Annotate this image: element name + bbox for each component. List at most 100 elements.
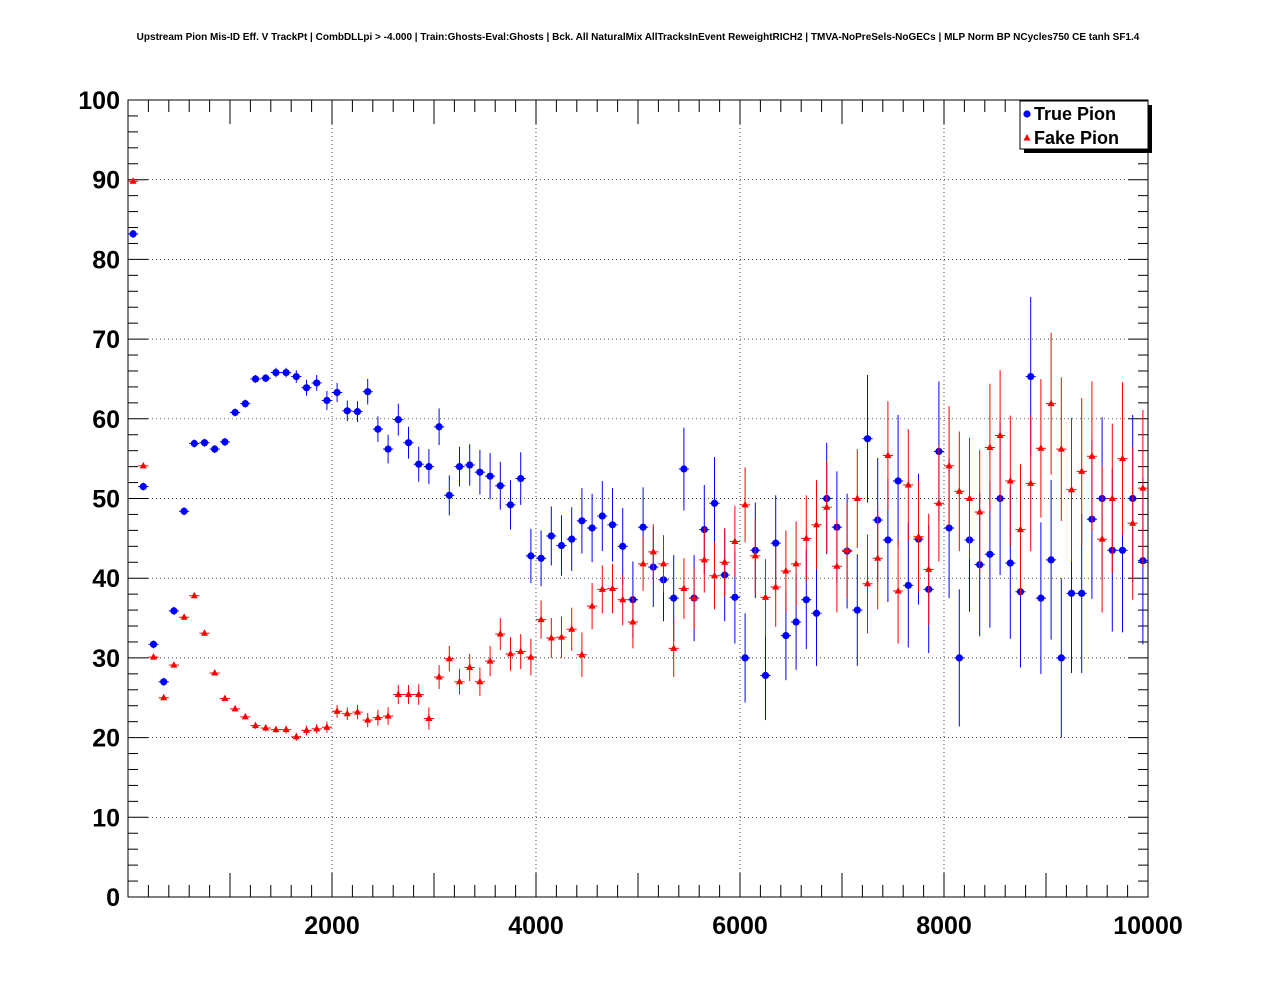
data-point [1037,594,1045,602]
data-point [772,539,780,547]
data-point [690,594,698,601]
data-point [150,653,157,660]
y-tick-label: 100 [78,87,120,115]
data-point [731,593,739,601]
legend-label: True Pion [1034,104,1116,124]
data-point [211,445,219,453]
x-tick-label: 10000 [1113,912,1183,940]
x-tick-label: 4000 [508,912,564,940]
data-point [445,491,453,499]
data-point [292,732,300,740]
data-point [303,726,310,733]
data-point [945,524,953,532]
data-point [343,709,351,717]
data-point [486,472,494,480]
data-point [741,500,749,508]
data-point [272,725,280,733]
data-point [955,487,963,494]
data-point [853,494,861,501]
y-tick-label: 40 [92,565,120,593]
data-point [639,523,647,531]
data-point [711,571,718,579]
data-point [1057,654,1065,662]
data-point [1088,452,1096,459]
data-point [894,477,902,485]
data-point [537,615,545,623]
data-point [455,463,464,471]
data-point [476,677,484,685]
y-tick-label: 90 [92,167,120,195]
data-point [639,559,647,567]
data-point [496,482,504,490]
data-point [323,723,331,730]
data-point [1139,484,1147,491]
data-point [333,388,341,397]
data-point [782,631,790,640]
data-point [843,546,851,553]
legend-label: Fake Pion [1034,128,1119,148]
data-point [506,501,515,509]
data-point [313,379,321,387]
data-point [1006,476,1014,484]
data-point [445,654,453,662]
data-point [292,372,300,381]
data-point [129,177,137,184]
data-point [772,582,780,590]
data-point [456,677,463,685]
data-point [823,503,831,510]
y-tick-label: 60 [92,406,120,434]
data-point [231,704,239,712]
data-point [568,535,576,543]
data-point [558,633,565,640]
data-point [1067,589,1076,597]
data-point [190,439,198,448]
y-tick-label: 0 [106,884,120,912]
data-point [976,508,984,515]
data-point [609,584,616,592]
data-point [241,712,249,720]
series-fake-pion [128,177,1148,741]
data-point [139,461,147,469]
data-point [751,551,759,559]
legend-box [1019,100,1149,150]
data-point [792,618,800,626]
y-tick-label: 70 [92,326,120,354]
data-point [251,375,260,383]
data-point [211,669,219,676]
data-point [435,673,443,680]
data-point [333,707,341,714]
data-point [782,567,790,574]
data-point [262,724,270,731]
y-tick-label: 20 [92,725,120,753]
data-point [180,613,188,620]
legend-marker [1023,110,1031,118]
data-point [874,554,882,561]
y-tick-label: 50 [92,486,120,514]
data-point [1027,372,1035,381]
data-point [761,671,770,680]
data-point [415,690,423,698]
data-point [680,584,688,592]
data-point [833,562,841,569]
data-point [884,536,892,544]
data-point [813,520,820,528]
data-point [496,629,504,637]
data-point [710,499,719,507]
data-point [986,550,994,558]
data-point [588,602,596,609]
data-point [282,725,290,733]
data-point [608,521,617,529]
data-point [384,445,392,453]
y-axis: 0 10 20 30 40 50 60 70 80 90 100 [78,87,1148,912]
data-point [435,423,443,431]
legend: True Pion Fake Pion [1019,100,1152,153]
data-point [802,534,810,541]
data-point [904,480,912,488]
data-point [762,593,769,600]
data-point [323,396,331,405]
data-point [588,524,596,532]
data-point [996,431,1004,439]
data-point [149,640,158,648]
